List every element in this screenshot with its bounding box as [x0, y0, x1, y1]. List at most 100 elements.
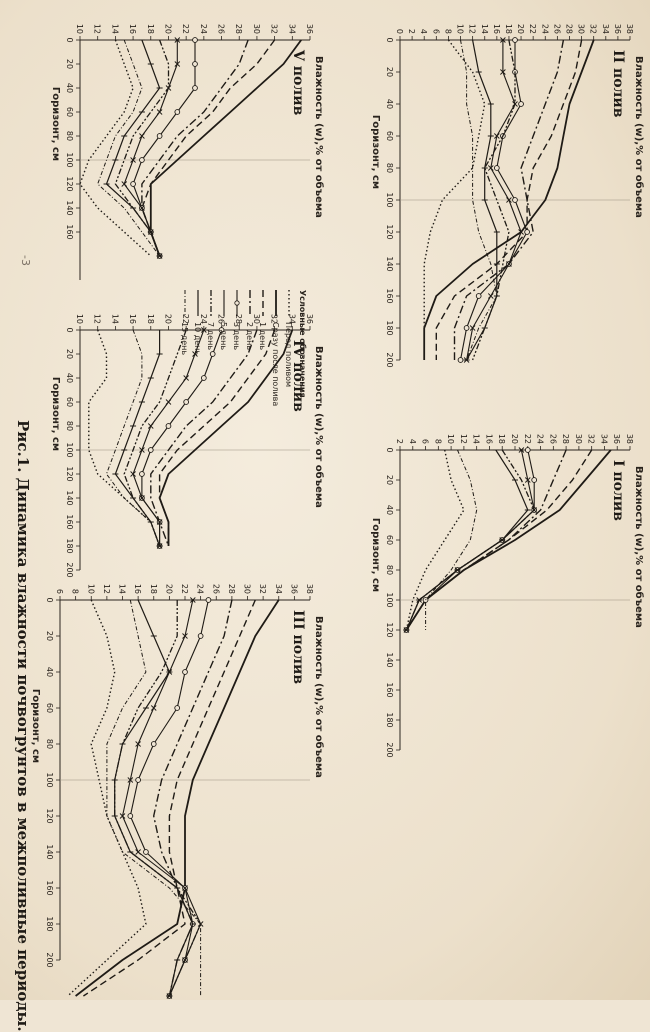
y-tick-label: 18	[149, 584, 158, 594]
series-point	[130, 181, 136, 187]
x-tick-label: 20	[45, 631, 54, 641]
y-tick-label: 22	[181, 24, 190, 34]
series-line	[123, 329, 187, 547]
x-tick-label: 20	[385, 67, 394, 77]
series-point	[205, 597, 212, 603]
x-tick-label: 160	[385, 288, 394, 303]
x-tick-label: 40	[65, 83, 74, 93]
y-tick-label: 4	[419, 29, 428, 34]
y-tick-label: 38	[305, 584, 314, 594]
series-line	[129, 599, 209, 997]
x-tick-label: 140	[385, 652, 394, 667]
series-point	[139, 447, 145, 453]
series-point	[487, 293, 494, 299]
chart-title: I полив	[610, 460, 626, 521]
x-tick-label: 0	[65, 327, 74, 332]
x-tick-label: 120	[45, 808, 54, 823]
y-tick-label: 14	[480, 24, 489, 34]
series-point	[500, 37, 506, 43]
x-tick-label: 200	[45, 952, 54, 967]
y-tick-label: 34	[274, 584, 283, 594]
y-tick-label: 32	[258, 584, 267, 594]
y-tick-label: 20	[163, 314, 172, 324]
y-tick-label: 22	[180, 584, 189, 594]
x-tick-label: 100	[45, 772, 54, 787]
x-tick-label: 120	[385, 224, 394, 239]
series-point	[127, 777, 134, 783]
series-point	[192, 85, 198, 91]
x-axis-label: Горизонт, см	[30, 689, 41, 763]
x-tick-label: 140	[65, 490, 74, 505]
series-point	[139, 205, 145, 211]
series-point	[121, 181, 128, 187]
x-tick-label: 0	[385, 447, 394, 452]
y-tick-label: 36	[305, 24, 314, 34]
series-point	[139, 495, 145, 501]
series-point	[147, 423, 154, 429]
y-tick-label: 24	[540, 24, 549, 34]
series-point	[506, 261, 512, 267]
series-point	[493, 165, 500, 171]
x-tick-label: 60	[45, 703, 54, 713]
x-tick-label: 180	[385, 320, 394, 335]
x-tick-label: 80	[65, 421, 74, 431]
y-axis-label: Влажность (w),% от объема	[633, 466, 645, 628]
series-line	[423, 39, 486, 360]
x-tick-label: 40	[45, 667, 54, 677]
series-point	[197, 633, 204, 639]
series-point	[457, 357, 464, 363]
y-axis-label: Влажность (w),% от объема	[313, 346, 325, 508]
series-point	[487, 165, 494, 171]
x-tick-label: 80	[65, 131, 74, 141]
x-tick-label: 0	[45, 597, 54, 602]
y-tick-label: 8	[433, 439, 442, 444]
legend-label: 5 день	[219, 322, 228, 350]
y-tick-label: 32	[589, 24, 598, 34]
x-tick-label: 180	[65, 538, 74, 553]
y-tick-label: 22	[181, 314, 190, 324]
y-tick-label: 16	[492, 24, 501, 34]
series-point	[192, 61, 198, 67]
y-tick-label: 30	[577, 24, 586, 34]
series-line	[75, 599, 280, 997]
x-tick-label: 120	[385, 622, 394, 637]
series-point	[182, 633, 188, 639]
legend-title: Условные обозначения	[298, 290, 308, 398]
x-tick-label: 200	[385, 352, 394, 367]
y-tick-label: 14	[110, 24, 119, 34]
y-axis-label: Влажность (w),% от объема	[633, 56, 645, 218]
series-line	[405, 449, 465, 631]
series-point	[518, 101, 524, 107]
series-line	[114, 330, 161, 547]
x-tick-label: 180	[45, 916, 54, 931]
legend-label: Сразу после полива	[271, 322, 280, 406]
series-point	[165, 423, 172, 429]
chart-title: III полив	[290, 610, 306, 684]
x-tick-label: 80	[385, 565, 394, 575]
y-tick-label: 24	[199, 314, 208, 324]
x-tick-label: 60	[65, 107, 74, 117]
y-tick-label: 6	[55, 589, 64, 594]
series-point	[183, 375, 189, 381]
series-point	[127, 813, 134, 819]
x-tick-label: 20	[385, 475, 394, 485]
series-point	[174, 37, 181, 43]
y-tick-label: 34	[287, 24, 296, 34]
series-point	[200, 375, 207, 381]
x-tick-label: 100	[385, 192, 394, 207]
series-point	[139, 157, 145, 163]
series-line	[141, 39, 249, 257]
y-tick-label: 34	[601, 24, 610, 34]
series-point	[156, 133, 163, 139]
series-point	[512, 197, 518, 203]
series-line	[79, 39, 152, 257]
series-point	[192, 351, 198, 357]
series-point	[518, 447, 525, 453]
x-tick-label: 200	[385, 742, 394, 757]
series-point	[192, 37, 198, 43]
series-point	[150, 741, 157, 747]
y-tick-label: 20	[510, 434, 519, 444]
y-tick-label: 10	[86, 584, 95, 594]
